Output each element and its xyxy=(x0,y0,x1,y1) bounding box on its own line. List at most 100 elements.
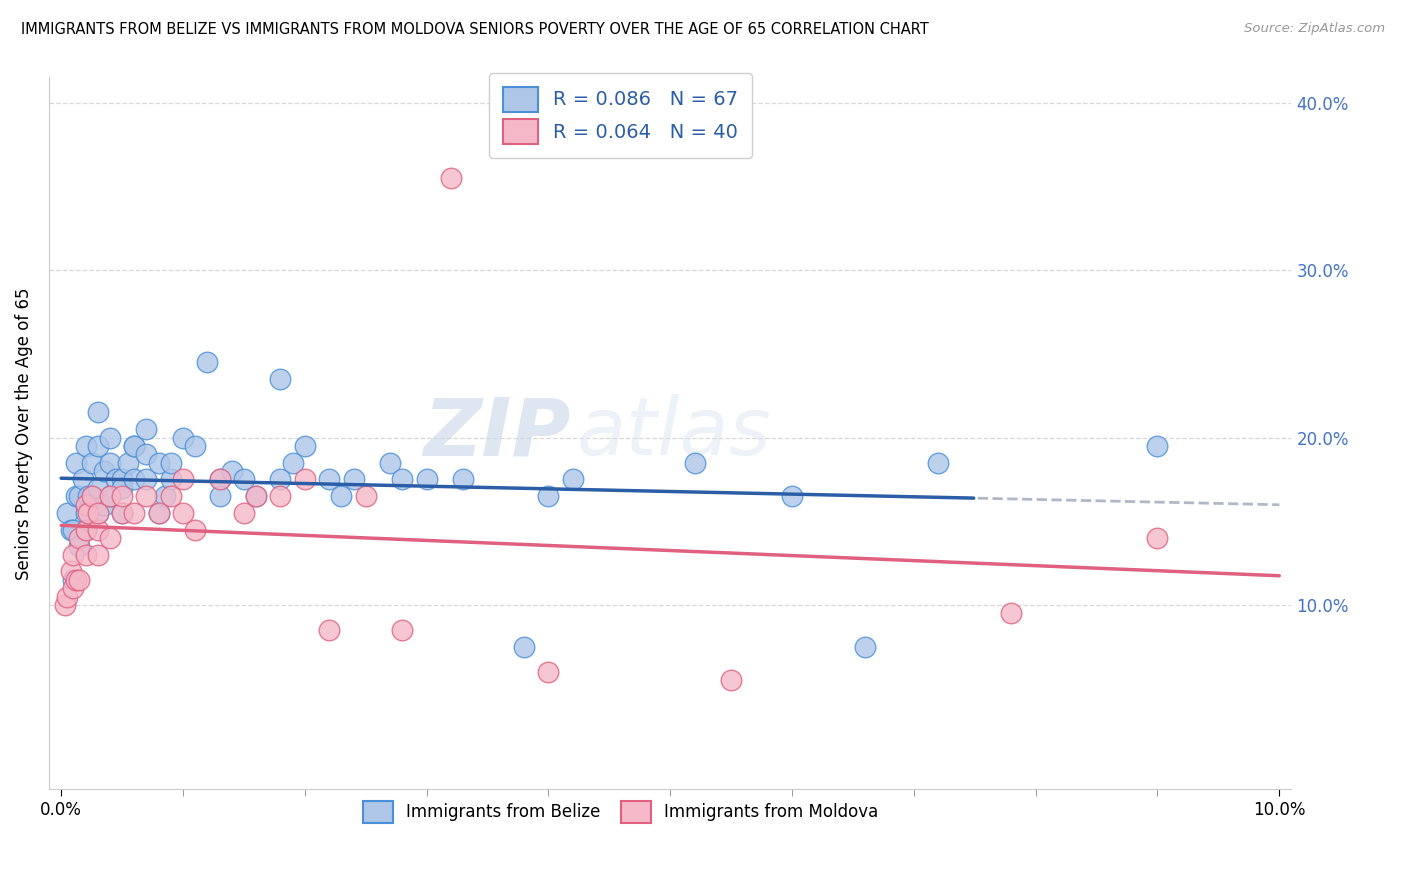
Point xyxy=(1146,531,1168,545)
Point xyxy=(80,489,103,503)
Point xyxy=(269,489,291,503)
Point xyxy=(86,439,108,453)
Point xyxy=(440,170,463,185)
Point xyxy=(537,665,560,679)
Point xyxy=(62,523,84,537)
Point xyxy=(62,581,84,595)
Point xyxy=(75,548,97,562)
Point xyxy=(294,472,316,486)
Point xyxy=(135,489,157,503)
Point xyxy=(65,489,87,503)
Point xyxy=(269,372,291,386)
Point xyxy=(75,523,97,537)
Point xyxy=(86,506,108,520)
Point xyxy=(98,489,121,503)
Point xyxy=(927,456,949,470)
Point xyxy=(117,456,139,470)
Point xyxy=(1146,439,1168,453)
Point xyxy=(93,498,115,512)
Point xyxy=(86,405,108,419)
Point xyxy=(75,498,97,512)
Point xyxy=(208,489,231,503)
Text: Source: ZipAtlas.com: Source: ZipAtlas.com xyxy=(1244,22,1385,36)
Point xyxy=(86,506,108,520)
Point xyxy=(80,489,103,503)
Point xyxy=(65,456,87,470)
Point xyxy=(98,489,121,503)
Point xyxy=(135,472,157,486)
Point xyxy=(159,489,181,503)
Point xyxy=(75,523,97,537)
Point xyxy=(67,489,90,503)
Point xyxy=(111,481,134,495)
Point xyxy=(354,489,377,503)
Point xyxy=(451,472,474,486)
Text: atlas: atlas xyxy=(576,394,772,473)
Point xyxy=(72,472,94,486)
Point xyxy=(122,472,145,486)
Point xyxy=(159,472,181,486)
Point xyxy=(330,489,353,503)
Point xyxy=(75,439,97,453)
Point xyxy=(153,489,176,503)
Legend: Immigrants from Belize, Immigrants from Moldova: Immigrants from Belize, Immigrants from … xyxy=(352,789,890,834)
Point xyxy=(172,472,194,486)
Point xyxy=(104,472,127,486)
Point xyxy=(159,456,181,470)
Point xyxy=(318,623,340,637)
Point xyxy=(232,472,254,486)
Point xyxy=(77,489,100,503)
Point xyxy=(184,439,207,453)
Point xyxy=(245,489,267,503)
Point xyxy=(122,439,145,453)
Point xyxy=(391,472,413,486)
Point xyxy=(269,472,291,486)
Point xyxy=(135,447,157,461)
Point xyxy=(148,506,170,520)
Point xyxy=(77,506,100,520)
Point xyxy=(148,456,170,470)
Point xyxy=(135,422,157,436)
Point xyxy=(65,573,87,587)
Point xyxy=(208,472,231,486)
Point xyxy=(67,540,90,554)
Point xyxy=(513,640,536,654)
Point xyxy=(232,506,254,520)
Point xyxy=(93,464,115,478)
Point xyxy=(62,573,84,587)
Point xyxy=(281,456,304,470)
Point xyxy=(56,590,79,604)
Point xyxy=(221,464,243,478)
Point xyxy=(98,430,121,444)
Point xyxy=(172,506,194,520)
Point xyxy=(172,430,194,444)
Point xyxy=(415,472,437,486)
Point xyxy=(75,506,97,520)
Point xyxy=(122,439,145,453)
Y-axis label: Seniors Poverty Over the Age of 65: Seniors Poverty Over the Age of 65 xyxy=(15,287,32,580)
Point xyxy=(318,472,340,486)
Point xyxy=(245,489,267,503)
Point xyxy=(86,548,108,562)
Point xyxy=(720,673,742,688)
Point xyxy=(342,472,364,486)
Point xyxy=(111,506,134,520)
Point xyxy=(184,523,207,537)
Point xyxy=(111,472,134,486)
Point xyxy=(56,506,79,520)
Point xyxy=(853,640,876,654)
Point xyxy=(86,481,108,495)
Point xyxy=(67,531,90,545)
Point xyxy=(111,506,134,520)
Point xyxy=(148,506,170,520)
Point xyxy=(86,523,108,537)
Point xyxy=(122,506,145,520)
Point xyxy=(59,523,82,537)
Point xyxy=(111,489,134,503)
Point xyxy=(1000,607,1022,621)
Point xyxy=(53,598,76,612)
Text: ZIP: ZIP xyxy=(423,394,571,473)
Point xyxy=(195,355,218,369)
Point xyxy=(391,623,413,637)
Point xyxy=(683,456,706,470)
